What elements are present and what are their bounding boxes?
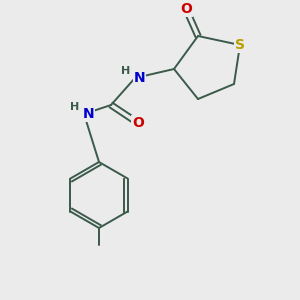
- Text: H: H: [121, 66, 130, 76]
- Text: H: H: [70, 102, 79, 112]
- Text: O: O: [132, 116, 144, 130]
- Text: N: N: [134, 71, 145, 85]
- Text: N: N: [83, 107, 94, 121]
- Text: O: O: [180, 2, 192, 16]
- Text: S: S: [235, 38, 245, 52]
